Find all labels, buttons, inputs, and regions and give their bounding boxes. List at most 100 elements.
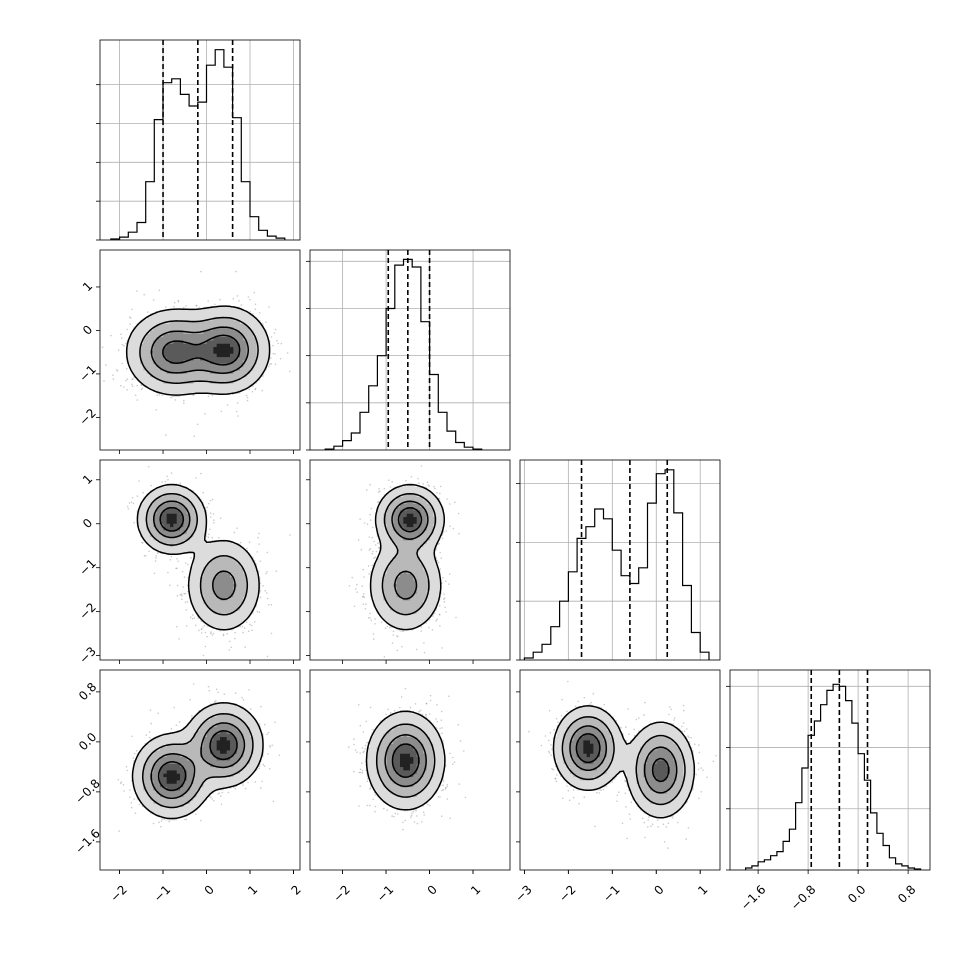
- density-cell: [193, 390, 198, 394]
- density-cell: [190, 566, 194, 571]
- scatter-point: [177, 560, 179, 563]
- scatter-point: [433, 612, 436, 614]
- density-cell: [180, 536, 184, 541]
- density-cell: [180, 343, 184, 348]
- density-cell: [186, 503, 191, 508]
- density-cell: [233, 340, 238, 344]
- density-cell: [150, 360, 154, 364]
- histogram-series: [523, 469, 710, 660]
- density-cell: [146, 343, 151, 348]
- scatter-point: [368, 549, 371, 551]
- density-cell: [200, 570, 204, 574]
- density-cell: [226, 606, 231, 611]
- scatter-point: [250, 624, 253, 627]
- density-cell: [170, 336, 174, 341]
- density-cell: [223, 330, 228, 334]
- density-cell: [210, 356, 214, 361]
- density-cell: [160, 313, 164, 318]
- density-cell: [183, 363, 188, 368]
- scatter-point: [180, 593, 183, 596]
- density-cell: [173, 356, 178, 361]
- density-cell: [196, 376, 201, 381]
- panel-frame: [99, 459, 301, 661]
- density-cell: [206, 590, 211, 594]
- scatter-point: [274, 363, 277, 366]
- density-cell: [226, 553, 231, 558]
- scatter-point: [253, 559, 256, 562]
- density-cell: [143, 346, 148, 351]
- scatter-point: [288, 370, 291, 373]
- scatter-point: [176, 584, 179, 587]
- density-cell: [216, 343, 221, 348]
- density-cell: [226, 333, 231, 338]
- density-cell: [256, 373, 261, 378]
- density-cell: [226, 336, 231, 341]
- density-cell: [200, 613, 204, 618]
- density-cell: [253, 583, 258, 588]
- scatter-point: [247, 630, 250, 632]
- density-cell: [156, 313, 161, 318]
- density-cell: [166, 383, 171, 388]
- density-cell: [213, 546, 218, 551]
- density-cell: [186, 526, 191, 531]
- density-cell: [133, 353, 138, 358]
- density-cell: [220, 560, 224, 564]
- density-cell: [250, 346, 254, 351]
- density-cell: [246, 606, 251, 611]
- scatter-point: [273, 332, 276, 334]
- density-cell: [196, 526, 201, 531]
- density-cell: [186, 496, 191, 501]
- scatter-point: [264, 590, 267, 592]
- density-cell: [203, 570, 208, 574]
- scatter-point: [157, 552, 159, 554]
- density-cell: [183, 366, 188, 371]
- density-cell: [146, 346, 151, 351]
- density-cell: [176, 486, 181, 491]
- density-cell: [190, 536, 194, 541]
- density-cell: [180, 530, 184, 534]
- scatter-point: [442, 576, 444, 579]
- density-cell: [223, 543, 228, 548]
- density-cell: [206, 543, 211, 548]
- density-cell: [186, 323, 191, 328]
- density-cell: [183, 486, 188, 491]
- density-cell: [196, 353, 201, 358]
- density-cell: [200, 333, 204, 338]
- density-cell: [223, 600, 228, 604]
- density-cell: [203, 590, 208, 594]
- scatter-point: [153, 572, 156, 575]
- density-cell: [130, 356, 134, 361]
- density-cell: [243, 333, 248, 338]
- density-cell: [210, 623, 214, 628]
- density-cell: [210, 546, 214, 551]
- density-cell: [153, 356, 158, 361]
- density-cell: [226, 563, 231, 568]
- density-cell: [193, 500, 198, 504]
- density-cell: [150, 323, 154, 328]
- density-cell: [230, 346, 234, 351]
- density-cell: [166, 523, 171, 528]
- density-cell: [210, 353, 214, 358]
- density-cell: [150, 336, 154, 341]
- density-cell: [186, 516, 191, 521]
- density-cell: [163, 310, 168, 314]
- density-cell: [146, 366, 151, 371]
- density-cell: [163, 490, 168, 494]
- density-cell: [213, 340, 218, 344]
- density-cell: [223, 320, 228, 324]
- density-cell: [200, 513, 204, 518]
- density-cell: [243, 343, 248, 348]
- scatter-point: [133, 521, 135, 524]
- scatter-point: [207, 395, 210, 398]
- density-cell: [173, 523, 178, 528]
- density-cell: [240, 616, 244, 621]
- density-cell: [226, 316, 231, 321]
- scatter-point: [158, 289, 161, 292]
- density-cell: [213, 576, 218, 581]
- density-cell: [173, 486, 178, 491]
- density-cell: [153, 540, 158, 544]
- contour-line: [162, 334, 241, 366]
- scatter-point: [266, 592, 268, 594]
- density-cell: [203, 546, 208, 551]
- density-cell: [246, 360, 251, 364]
